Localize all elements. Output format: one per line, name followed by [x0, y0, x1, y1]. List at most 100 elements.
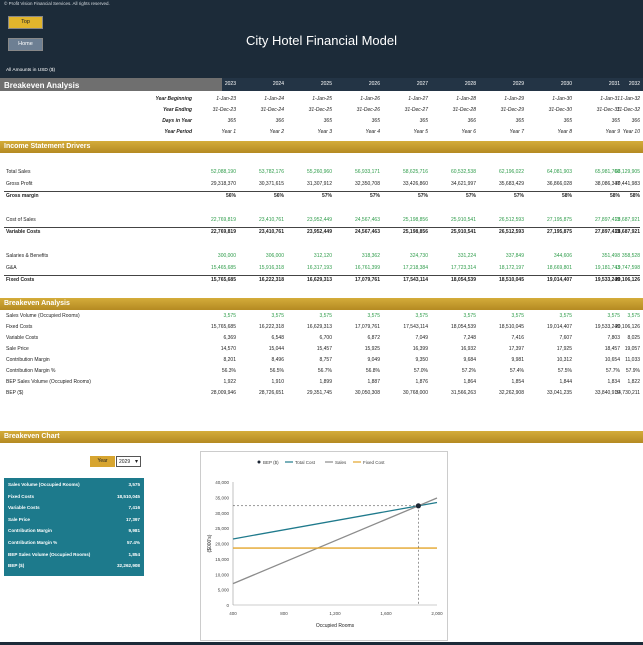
income-row-value: 24,567,463 — [354, 217, 380, 223]
bep-point — [415, 503, 421, 509]
breakeven-row-value: 6,872 — [367, 335, 380, 341]
breakeven-row-value: 3,575 — [319, 313, 332, 319]
income-row-value: 16,629,313 — [306, 277, 332, 283]
year-select[interactable]: 2029 ▾ — [116, 456, 141, 467]
income-row-value: 35,683,429 — [498, 181, 524, 187]
income-row-value: 26,512,593 — [498, 229, 524, 235]
period-value: 31-Dec-32 — [616, 107, 640, 113]
breakeven-row-value: 28,726,651 — [258, 390, 284, 396]
breakeven-title: Breakeven Analysis — [4, 81, 80, 90]
breakeven-row-value: 6,369 — [223, 335, 236, 341]
income-row-value: 58% — [561, 193, 572, 199]
breakeven-row-value: 56.7% — [317, 368, 332, 374]
summary-label: Contribution Margin — [8, 528, 52, 534]
breakeven-row-value: 17,543,114 — [403, 324, 428, 330]
income-row-value: 306,000 — [265, 253, 284, 259]
period-value: 365 — [419, 118, 428, 124]
period-value: 31-Dec-25 — [308, 107, 332, 113]
breakeven-row-value: 56.5% — [269, 368, 284, 374]
income-row-value: 57% — [321, 193, 332, 199]
income-row-value: 19,014,407 — [546, 277, 572, 283]
period-value: 365 — [515, 118, 524, 124]
breakeven-row-value: 16,629,313 — [306, 324, 332, 330]
period-value: 1-Jan-31 — [600, 96, 620, 102]
income-row-value: 30,371,615 — [258, 181, 284, 187]
income-row-value: 18,669,801 — [546, 265, 572, 271]
income-row-value: 23,410,761 — [258, 229, 284, 235]
breakeven-row-value: 31,566,263 — [450, 390, 476, 396]
period-value: 1-Jan-32 — [620, 96, 640, 102]
breakeven-row-value: 15,044 — [268, 346, 284, 352]
summary-value: 9,981 — [128, 528, 141, 534]
legend-marker — [257, 460, 261, 464]
period-value: 31-Dec-29 — [500, 107, 524, 113]
income-row-value: 38,086,347 — [594, 181, 620, 187]
breakeven-row-value: 16,399 — [412, 346, 428, 352]
breakeven-row-value: 17,079,761 — [354, 324, 380, 330]
breakeven-row-value: 1,834 — [607, 379, 620, 385]
summary-value: 32,262,908 — [117, 563, 140, 569]
section-title: Breakeven Analysis — [4, 300, 70, 307]
breakeven-row-value: 57.4% — [509, 368, 524, 374]
income-row-value: 20,106,126 — [614, 277, 640, 283]
home-button[interactable]: Home — [8, 38, 43, 51]
period-value: 31-Dec-23 — [212, 107, 236, 113]
breakeven-row-value: 7,248 — [463, 335, 476, 341]
breakeven-row-label: BEP Sales Volume (Occupied Rooms) — [6, 379, 91, 385]
summary-value: 18,510,045 — [117, 493, 140, 499]
breakeven-row-value: 3,575 — [627, 313, 640, 319]
breakeven-row-label: Fixed Costs — [6, 324, 33, 330]
breakeven-row-value: 8,496 — [271, 357, 284, 363]
income-row-value: 62,196,022 — [498, 169, 524, 175]
period-label: Days in Year — [162, 118, 192, 124]
x-tick-label: 400 — [229, 611, 237, 616]
breakeven-row-value: 1,899 — [319, 379, 332, 385]
period-value: 31-Dec-27 — [404, 107, 428, 113]
breakeven-row-value: 19,014,407 — [546, 324, 572, 330]
breakeven-row-value: 1,876 — [415, 379, 428, 385]
period-value: 1-Jan-29 — [504, 96, 524, 102]
income-row-value: 15,465,685 — [210, 265, 236, 271]
income-row-value: 15,916,318 — [258, 265, 284, 271]
breakeven-row-value: 9,684 — [463, 357, 476, 363]
x-tick-label: 1,600 — [380, 611, 392, 616]
breakeven-row-value: 1,844 — [559, 379, 572, 385]
period-value: 1-Jan-28 — [456, 96, 476, 102]
period-value: Year 10 — [622, 129, 640, 135]
chart-svg: 0 5,000 10,000 15,000 20,000 25,000 30,000 35,0… — [207, 460, 443, 629]
period-label: Year Ending — [163, 107, 192, 113]
x-axis-label: Occupied Rooms — [316, 623, 355, 629]
year-header: 2025 — [320, 81, 332, 87]
breakeven-row-value: 34,730,211 — [615, 390, 640, 396]
breakeven-row-value: 16,222,318 — [258, 324, 284, 330]
period-value: 365 — [323, 118, 332, 124]
summary-value: 7,416 — [128, 505, 141, 511]
breakeven-row-value: 17,925 — [556, 346, 572, 352]
summary-label: Fixed Costs — [8, 493, 35, 499]
breakeven-row-value: 7,416 — [511, 335, 524, 341]
year-header: 2024 — [272, 81, 284, 87]
income-row-value: 23,410,761 — [258, 217, 284, 223]
breakeven-row-value: 15,457 — [316, 346, 332, 352]
breakeven-row-value: 18,054,539 — [450, 324, 476, 330]
income-row-value: 344,606 — [553, 253, 572, 259]
breakeven-row-value: 14,570 — [220, 346, 236, 352]
income-row-label: Fixed Costs — [6, 277, 35, 283]
summary-value: 3,575 — [128, 482, 141, 487]
breakeven-row-value: 30,768,000 — [402, 390, 428, 396]
income-row-value: 19,181,743 — [594, 265, 620, 271]
income-row-value: 19,747,598 — [614, 265, 640, 271]
summary-label: BEP Sales Volume (Occupied Rooms) — [8, 551, 91, 557]
top-button[interactable]: Top — [8, 16, 43, 29]
income-row-value: 22,769,819 — [210, 217, 236, 223]
chevron-down-icon: ▾ — [134, 459, 138, 465]
income-row-value: 64,081,903 — [546, 169, 572, 175]
breakeven-row-value: 8,757 — [319, 357, 332, 363]
total-rule — [4, 227, 640, 228]
breakeven-row-value: 8,025 — [627, 335, 640, 341]
period-value: 31-Dec-28 — [452, 107, 476, 113]
income-row-value: 25,198,856 — [402, 229, 428, 235]
income-row-value: 337,849 — [505, 253, 524, 259]
period-value: 1-Jan-27 — [408, 96, 428, 102]
period-value: 1-Jan-26 — [360, 96, 380, 102]
